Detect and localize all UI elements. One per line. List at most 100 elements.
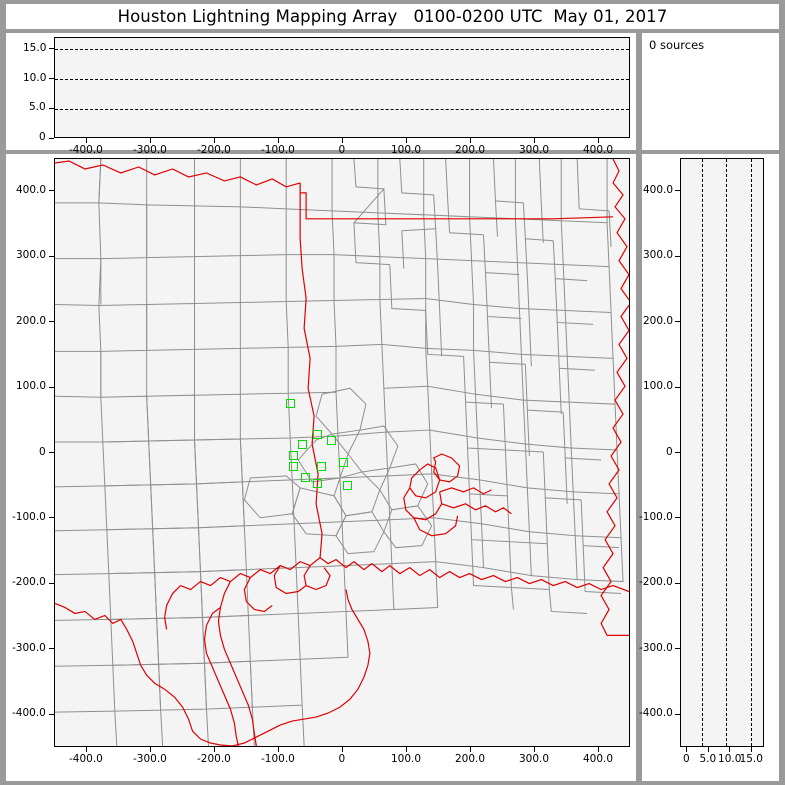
sources-panel: 0 sources	[642, 33, 779, 150]
y-tick-label: -300.0	[639, 641, 673, 654]
station-marker	[339, 458, 348, 467]
y-tick	[49, 517, 54, 519]
x-tick	[213, 747, 215, 752]
station-marker	[313, 479, 322, 488]
plan-view-plot-area	[54, 158, 630, 747]
y-tick	[675, 452, 680, 453]
source-count-label: 0 sources	[649, 38, 705, 52]
east-west-profile-panel: 0 5.0 10.0 15.0 400.0 300.0 200.0 100.0 0 -100.0 -…	[639, 154, 779, 781]
y-tick-label: -200.0	[12, 576, 46, 589]
x-tick	[405, 138, 407, 143]
y-tick	[675, 321, 680, 323]
gridline-y-15	[55, 49, 629, 51]
x-tick	[85, 747, 87, 752]
x-tick-label: -400.0	[69, 144, 103, 156]
y-tick-label: 300.0	[643, 249, 674, 262]
x-tick-label: 200.0	[455, 753, 486, 765]
x-tick-label: 400.0	[583, 753, 614, 765]
y-tick-label: 200.0	[16, 314, 47, 327]
rio-grande-border	[55, 590, 370, 746]
x-tick	[685, 747, 687, 752]
y-tick	[49, 107, 54, 109]
y-tick	[675, 190, 680, 192]
y-tick-label: 200.0	[643, 314, 674, 327]
time-height-panel: -400.0 -300.0 -200.0 -100.0 0 100.0 200.0 300.0…	[6, 33, 636, 156]
station-marker	[313, 430, 322, 439]
x-tick	[533, 138, 535, 143]
x-tick-label: -300.0	[133, 753, 167, 765]
x-tick	[405, 747, 407, 752]
page-title: Houston Lightning Mapping Array 0100-020…	[117, 7, 668, 26]
x-tick	[341, 747, 343, 752]
parish-boundaries	[354, 159, 621, 613]
gulf-coastline	[165, 454, 629, 746]
x-tick-label: 10.0	[718, 753, 742, 765]
y-tick	[49, 713, 54, 715]
y-tick-label: 100.0	[643, 380, 674, 393]
y-tick-label: 100.0	[16, 380, 47, 393]
x-tick	[213, 138, 215, 143]
state-borders	[55, 159, 629, 635]
x-tick	[149, 747, 151, 752]
county-boundaries	[55, 159, 623, 746]
x-tick	[277, 747, 279, 752]
station-marker	[289, 462, 298, 471]
y-tick	[49, 48, 54, 50]
x-tick-label: 15.0	[739, 753, 763, 765]
x-tick-label: 0	[338, 144, 346, 156]
y-tick	[49, 582, 54, 584]
plan-view-map-panel: -400.0 -300.0 -200.0 -100.0 0 100.0 200.0 300.0…	[6, 154, 636, 781]
gridline-y-10	[55, 78, 629, 80]
y-tick	[675, 517, 680, 519]
x-tick	[341, 138, 343, 143]
x-tick-label: -200.0	[197, 753, 231, 765]
station-marker	[343, 481, 352, 490]
x-tick-label: 300.0	[519, 753, 550, 765]
x-tick-label: 5.0	[699, 753, 717, 765]
x-tick	[85, 138, 87, 143]
y-tick-label: 400.0	[643, 183, 674, 196]
y-tick-label: -400.0	[12, 707, 46, 720]
x-tick-label: 100.0	[391, 753, 422, 765]
y-tick-label: 300.0	[16, 249, 47, 262]
x-tick	[533, 747, 535, 752]
x-tick	[469, 138, 471, 143]
x-tick-label: -100.0	[261, 753, 295, 765]
map-geometry	[55, 159, 629, 746]
time-height-plot-area	[54, 37, 630, 138]
x-tick	[469, 747, 471, 752]
x-tick-label: 0	[682, 753, 690, 765]
gridline-y-5	[55, 108, 629, 110]
x-tick	[707, 747, 709, 752]
y-tick-label: 0	[666, 445, 673, 458]
y-tick-label: -100.0	[639, 510, 673, 523]
x-tick	[597, 138, 599, 143]
y-tick	[675, 713, 680, 715]
y-tick-label: -400.0	[639, 707, 673, 720]
x-tick	[149, 138, 151, 143]
station-marker	[289, 451, 298, 460]
y-tick	[49, 321, 54, 323]
x-tick	[729, 747, 731, 752]
x-tick-label: 300.0	[519, 144, 550, 156]
y-tick-label: -300.0	[12, 641, 46, 654]
x-tick	[277, 138, 279, 143]
y-tick-label: -200.0	[639, 576, 673, 589]
x-tick-label: 400.0	[583, 144, 614, 156]
y-tick-label: -100.0	[12, 510, 46, 523]
y-tick	[675, 648, 680, 650]
y-tick	[49, 255, 54, 257]
y-tick	[49, 386, 54, 388]
station-marker	[298, 440, 307, 449]
station-marker	[317, 462, 326, 471]
y-tick-label: 15.0	[23, 41, 47, 54]
y-tick-label: 10.0	[23, 71, 47, 84]
title-bar: Houston Lightning Mapping Array 0100-020…	[6, 4, 779, 29]
y-tick	[675, 582, 680, 584]
y-tick-label: 400.0	[16, 183, 47, 196]
y-tick-label: 0	[39, 445, 46, 458]
x-tick	[750, 747, 752, 752]
x-tick-label: -100.0	[261, 144, 295, 156]
y-tick-label: 0	[39, 131, 46, 143]
x-tick-label: -400.0	[69, 753, 103, 765]
